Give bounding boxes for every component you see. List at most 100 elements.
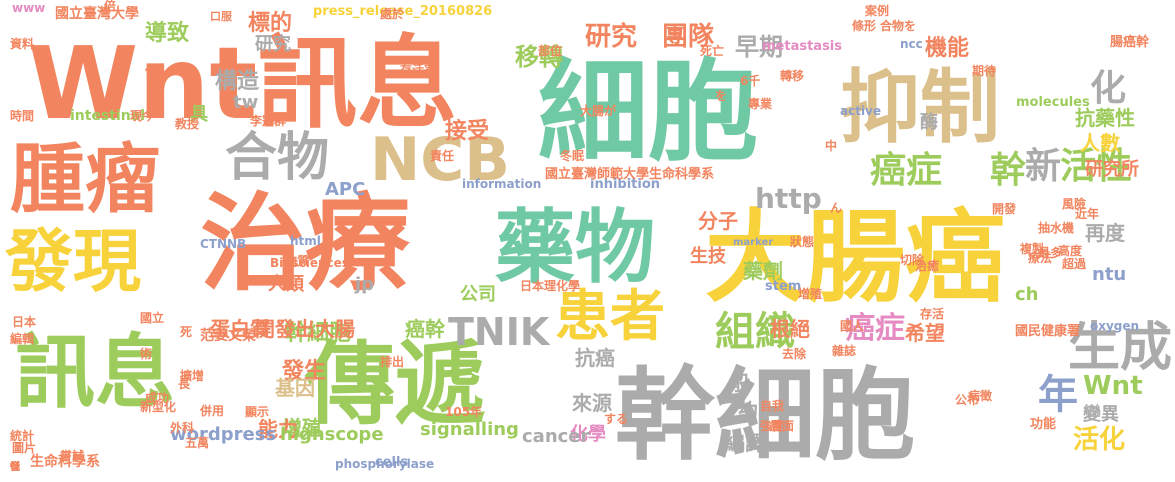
- cloud-word: 年: [1038, 372, 1078, 418]
- cloud-word: 蛋白質: [210, 317, 270, 341]
- cloud-word: 105年: [445, 404, 482, 419]
- cloud-word: cancer: [522, 426, 590, 447]
- cloud-word: 來源: [572, 391, 612, 415]
- cloud-word: ntu: [1092, 264, 1126, 285]
- cloud-word: 大腸が: [580, 103, 616, 118]
- cloud-word: 化: [1090, 68, 1126, 109]
- cloud-word: 現今: [130, 108, 155, 123]
- cloud-word: 成功: [145, 390, 169, 405]
- cloud-word: 開發: [992, 201, 1017, 216]
- cloud-word: 發: [9, 460, 20, 473]
- cloud-word: 冬眠: [560, 148, 584, 163]
- cloud-word: 抗癌: [575, 346, 615, 370]
- cloud-word: 國立臺灣大學: [55, 5, 139, 22]
- cloud-word: 自我: [760, 398, 784, 413]
- cloud-word: 期待: [972, 63, 996, 78]
- cloud-word: 病徵: [968, 388, 993, 403]
- cloud-word: 訊息: [15, 326, 175, 419]
- cloud-word: 公司: [460, 284, 496, 305]
- cloud-word: 接受: [445, 118, 489, 144]
- cloud-word: 早期: [735, 33, 783, 61]
- cloud-word: 研究: [585, 21, 637, 52]
- cloud-word: 藥物: [495, 201, 655, 294]
- cloud-word: 希望: [905, 321, 945, 345]
- cloud-word: 擴增: [180, 368, 204, 383]
- cloud-word: 物質: [285, 253, 309, 268]
- cloud-word: 標的: [248, 10, 292, 36]
- cloud-word: 具: [190, 104, 208, 125]
- cloud-word: 大腸癌: [705, 199, 1005, 316]
- cloud-word: 合物を: [880, 18, 916, 33]
- cloud-word: press_release_20160826: [313, 4, 492, 19]
- cloud-word: 長: [178, 376, 191, 391]
- cloud-word: http: [755, 182, 822, 215]
- cloud-word: 新: [1025, 146, 1061, 187]
- cloud-word: 生命科學系: [30, 453, 100, 470]
- cloud-word: 腫瘤: [10, 135, 160, 223]
- cloud-word: ncc: [900, 37, 923, 51]
- cloud-word: 變異: [1083, 403, 1119, 425]
- cloud-word: 雜誌: [832, 343, 856, 358]
- cloud-word: 療法: [1028, 250, 1052, 265]
- cloud-word: phosphorylase: [335, 457, 434, 471]
- cloud-word: 案例: [864, 3, 889, 18]
- cloud-word: 構造: [215, 68, 259, 94]
- cloud-word: tw: [233, 92, 258, 113]
- cloud-word: 化學: [570, 423, 606, 445]
- cloud-word: 機能: [925, 35, 969, 61]
- cloud-word: 增殖: [798, 286, 822, 301]
- cloud-word: wordpress: [170, 424, 276, 445]
- cloud-word: TNIK: [448, 310, 551, 354]
- cloud-word: molecules: [1016, 95, 1090, 110]
- cloud-word: 組織: [715, 309, 795, 355]
- cloud-word: 幹: [990, 149, 1027, 191]
- cloud-word: 抗藥性: [1075, 106, 1135, 130]
- cloud-word: 研究所: [1085, 158, 1139, 180]
- cloud-word: 幹細胞: [615, 357, 915, 474]
- cloud-word: 再度: [1085, 221, 1126, 245]
- cloud-word: Biosciences: [270, 256, 349, 270]
- cloud-word: 國人: [840, 318, 865, 333]
- cloud-word: marker: [733, 237, 773, 248]
- cloud-word: www: [12, 1, 45, 15]
- cloud-word: 統計: [10, 428, 34, 443]
- cloud-word: 條形: [852, 18, 876, 33]
- cloud-word: 排出: [380, 354, 404, 369]
- cloud-word: 編譯: [725, 431, 765, 455]
- cloud-word: 高度: [1058, 243, 1083, 258]
- cloud-word: 人類: [268, 274, 305, 295]
- cloud-word: 開發出大腸: [255, 317, 355, 341]
- cloud-word: oxygen: [1090, 319, 1139, 333]
- cloud-word: 死亡: [700, 43, 724, 58]
- cloud-word: 存活率: [399, 62, 436, 77]
- cloud-word: inhibition: [590, 177, 660, 192]
- cloud-word: を: [715, 89, 727, 103]
- cloud-word: signalling: [420, 419, 519, 440]
- cloud-word: 國立臺灣師範大學生命科學系: [545, 166, 714, 182]
- cloud-word: ん: [830, 201, 842, 215]
- cloud-word: 責任: [430, 148, 454, 163]
- cloud-word: 超過: [1061, 256, 1087, 271]
- cloud-word: 治癒: [915, 258, 939, 273]
- cloud-word: 細胞: [538, 48, 758, 176]
- cloud-word: 部位: [538, 43, 562, 58]
- cloud-word: 術: [139, 346, 152, 361]
- cloud-word: 中: [825, 138, 837, 153]
- cloud-word: 移轉: [515, 43, 563, 71]
- cloud-word: 合物: [225, 128, 329, 188]
- cloud-word: 研究: [255, 33, 291, 55]
- cloud-word: 生成: [1068, 318, 1172, 378]
- cloud-word: highscope: [280, 424, 384, 445]
- cloud-word: 近年: [1075, 206, 1099, 221]
- cloud-word: ch: [1015, 284, 1038, 305]
- cloud-word: 編輯: [10, 331, 34, 346]
- cloud-word: 專業: [748, 96, 773, 111]
- cloud-word: 層面: [770, 419, 794, 433]
- cloud-word: APC: [325, 179, 365, 200]
- cloud-word: 約: [738, 399, 758, 423]
- cloud-word: intestinal: [70, 108, 145, 124]
- cloud-word: 複製: [1019, 241, 1045, 256]
- cloud-word: 功能: [1030, 416, 1056, 432]
- cloud-word: 嘗試: [60, 448, 84, 463]
